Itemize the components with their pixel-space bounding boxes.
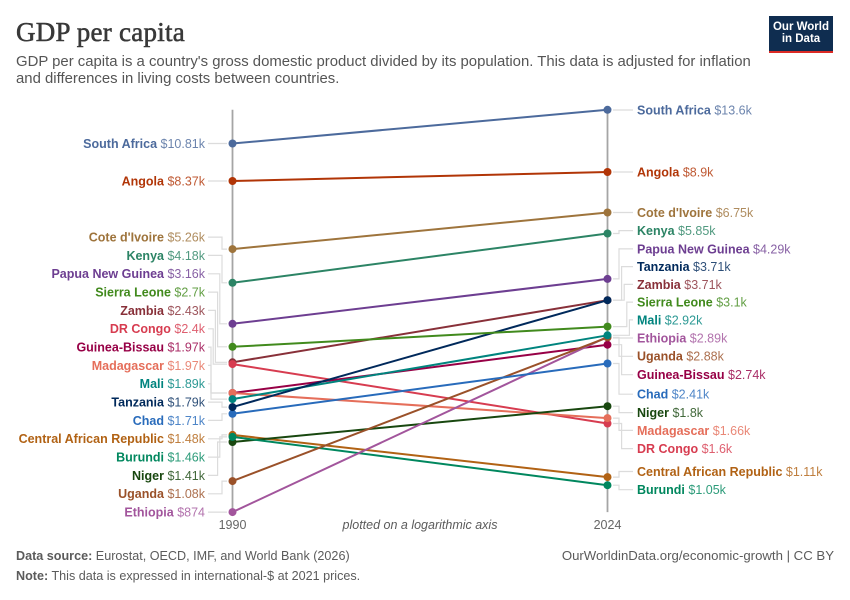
svg-text:Niger $1.41k: Niger $1.41k xyxy=(132,469,206,483)
svg-text:Uganda $1.08k: Uganda $1.08k xyxy=(118,487,206,501)
svg-text:Mali $2.92k: Mali $2.92k xyxy=(637,313,703,327)
svg-text:Mali $1.89k: Mali $1.89k xyxy=(140,377,206,391)
svg-text:Madagascar $1.97k: Madagascar $1.97k xyxy=(92,359,206,373)
svg-text:Guinea-Bissau $1.97k: Guinea-Bissau $1.97k xyxy=(76,341,205,355)
svg-text:Sierra Leone $3.1k: Sierra Leone $3.1k xyxy=(637,296,748,310)
svg-text:Angola $8.9k: Angola $8.9k xyxy=(637,165,714,179)
svg-text:Sierra Leone $2.7k: Sierra Leone $2.7k xyxy=(95,286,206,300)
svg-text:South Africa $13.6k: South Africa $13.6k xyxy=(637,103,753,117)
svg-text:Chad $2.41k: Chad $2.41k xyxy=(637,388,710,402)
svg-text:Tanzania $1.79k: Tanzania $1.79k xyxy=(111,396,205,410)
svg-text:Angola $8.37k: Angola $8.37k xyxy=(122,174,206,188)
svg-text:Guinea-Bissau $2.74k: Guinea-Bissau $2.74k xyxy=(637,368,766,382)
svg-text:Papua New Guinea $3.16k: Papua New Guinea $3.16k xyxy=(51,267,205,281)
svg-text:Papua New Guinea $4.29k: Papua New Guinea $4.29k xyxy=(637,242,791,256)
svg-text:Niger $1.8k: Niger $1.8k xyxy=(637,406,704,420)
svg-text:Uganda $2.88k: Uganda $2.88k xyxy=(637,350,725,364)
svg-text:Central African Republic $1.48: Central African Republic $1.48k xyxy=(19,432,206,446)
svg-text:Cote d'Ivoire $6.75k: Cote d'Ivoire $6.75k xyxy=(637,206,754,220)
svg-text:Tanzania $3.71k: Tanzania $3.71k xyxy=(637,260,731,274)
svg-text:plotted on a logarithmic axis: plotted on a logarithmic axis xyxy=(342,518,498,532)
svg-text:Zambia $2.43k: Zambia $2.43k xyxy=(120,304,206,318)
svg-text:Burundi $1.05k: Burundi $1.05k xyxy=(637,483,727,497)
svg-text:1990: 1990 xyxy=(219,518,247,532)
svg-text:2024: 2024 xyxy=(594,518,622,532)
svg-text:Kenya $5.85k: Kenya $5.85k xyxy=(637,224,716,238)
svg-text:Central African Republic $1.11: Central African Republic $1.11k xyxy=(637,465,823,479)
svg-text:Ethiopia $2.89k: Ethiopia $2.89k xyxy=(637,331,728,345)
svg-text:DR Congo $2.4k: DR Congo $2.4k xyxy=(110,322,206,336)
svg-text:DR Congo $1.6k: DR Congo $1.6k xyxy=(637,442,733,456)
svg-text:Burundi $1.46k: Burundi $1.46k xyxy=(116,451,206,465)
svg-text:Chad $1.71k: Chad $1.71k xyxy=(133,414,206,428)
svg-text:Cote d'Ivoire $5.26k: Cote d'Ivoire $5.26k xyxy=(89,231,206,245)
svg-text:Zambia $3.71k: Zambia $3.71k xyxy=(637,278,723,292)
svg-text:South Africa $10.81k: South Africa $10.81k xyxy=(83,137,206,151)
svg-text:Ethiopia $874: Ethiopia $874 xyxy=(124,506,205,520)
svg-text:Madagascar $1.66k: Madagascar $1.66k xyxy=(637,424,751,438)
svg-text:Kenya $4.18k: Kenya $4.18k xyxy=(126,249,205,263)
